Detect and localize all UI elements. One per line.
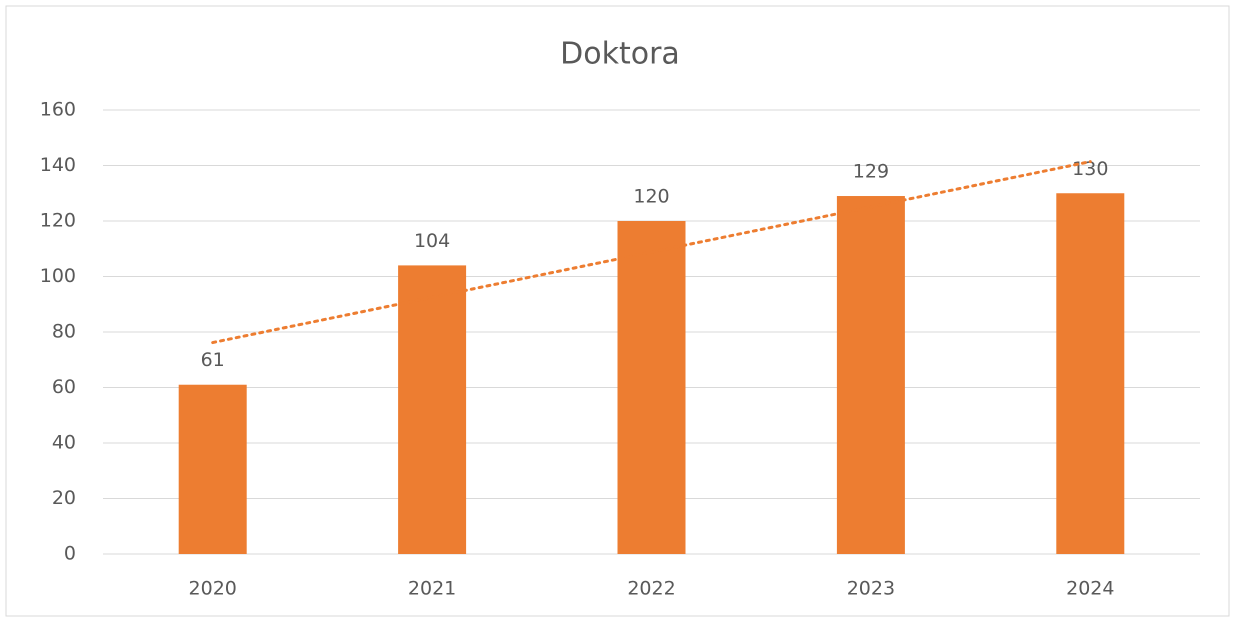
y-tick-label: 120 bbox=[40, 210, 76, 232]
data-label: 61 bbox=[201, 349, 225, 371]
y-tick-label: 100 bbox=[40, 265, 76, 287]
bar bbox=[1056, 193, 1125, 554]
y-tick-label: 60 bbox=[52, 376, 76, 398]
y-tick-label: 0 bbox=[64, 543, 76, 565]
data-label: 129 bbox=[853, 161, 889, 183]
x-tick-label: 2024 bbox=[1066, 578, 1114, 600]
bar bbox=[178, 384, 247, 554]
chart-title: Doktora bbox=[560, 37, 680, 72]
y-tick-label: 40 bbox=[52, 432, 76, 454]
x-tick-label: 2022 bbox=[627, 578, 675, 600]
x-tick-label: 2020 bbox=[189, 578, 237, 600]
x-tick-label: 2023 bbox=[847, 578, 895, 600]
data-label: 120 bbox=[633, 186, 669, 208]
data-label: 104 bbox=[414, 230, 450, 252]
y-tick-label: 160 bbox=[40, 99, 76, 121]
bar bbox=[617, 221, 686, 554]
bar bbox=[836, 196, 905, 554]
trendline bbox=[211, 160, 1092, 345]
y-tick-label: 140 bbox=[40, 154, 76, 176]
y-tick-label: 20 bbox=[52, 487, 76, 509]
x-tick-label: 2021 bbox=[408, 578, 456, 600]
y-tick-label: 80 bbox=[52, 321, 76, 343]
bar bbox=[398, 265, 467, 554]
